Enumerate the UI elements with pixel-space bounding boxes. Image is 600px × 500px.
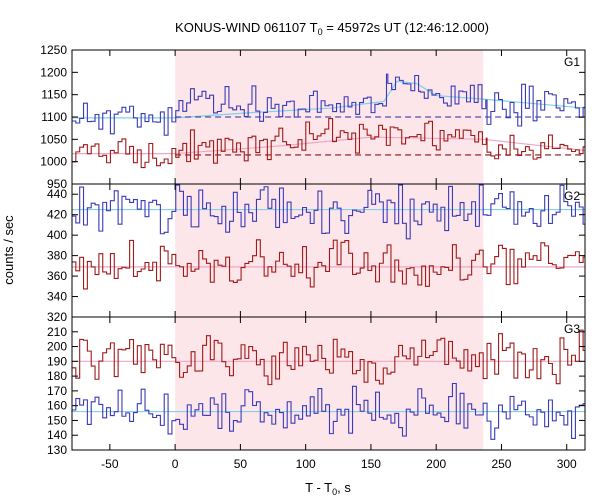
y-tick-label: 1000 [40, 155, 67, 169]
y-tick-label: 340 [47, 290, 67, 304]
y-tick-label: 130 [47, 443, 67, 457]
panel-label-g1: G1 [564, 55, 580, 69]
x-tick-label: 150 [361, 457, 381, 471]
y-tick-label: 400 [47, 228, 67, 242]
data-curve-g3-blue [72, 382, 585, 440]
y-tick-label: 200 [47, 340, 67, 354]
y-tick-label: 1050 [40, 132, 67, 146]
x-axis-title: T - T0, s [305, 480, 351, 497]
x-tick-label: 100 [296, 457, 316, 471]
y-tick-label: 170 [47, 384, 67, 398]
y-tick-label: 420 [47, 208, 67, 222]
panel-label-g2: G2 [564, 189, 580, 203]
y-tick-label: 1250 [40, 43, 67, 57]
x-tick-label: 300 [557, 457, 577, 471]
data-curve-g3-red [72, 329, 585, 386]
x-tick-label: 50 [234, 457, 248, 471]
data-curve-g2-blue [72, 184, 585, 240]
y-tick-label: 1150 [41, 88, 67, 102]
panel-frame-g3 [71, 316, 586, 451]
y-tick-label: 320 [47, 310, 67, 324]
y-tick-label: 1200 [40, 65, 67, 79]
x-tick-label: 0 [172, 457, 179, 471]
y-tick-label: 440 [47, 187, 67, 201]
data-curve-g1-blue [72, 73, 585, 136]
y-tick-label: 360 [47, 269, 67, 283]
y-tick-label: 160 [47, 399, 67, 413]
y-tick-label: 180 [47, 369, 67, 383]
x-tick-label: -50 [101, 457, 119, 471]
x-tick-label: 200 [426, 457, 446, 471]
y-tick-label: 210 [47, 325, 67, 339]
y-tick-label: 140 [47, 428, 67, 442]
y-tick-label: 1100 [41, 110, 67, 124]
y-axis-title: counts / sec [1, 215, 16, 285]
chart-title: KONUS-WIND 061107 T0 = 45972s UT (12:46:… [175, 20, 489, 37]
fit-line-g1-blue [72, 80, 586, 119]
y-tick-label: 150 [47, 413, 67, 427]
y-tick-label: 380 [47, 249, 67, 263]
data-curve-g1-red [72, 118, 585, 169]
fit-line-g1-red [72, 136, 586, 155]
data-curve-g2-red [72, 239, 585, 290]
x-tick-label: 250 [491, 457, 511, 471]
panel-label-g3: G3 [564, 322, 580, 336]
y-tick-label: 190 [47, 354, 67, 368]
y-tick-label: 950 [47, 177, 67, 191]
